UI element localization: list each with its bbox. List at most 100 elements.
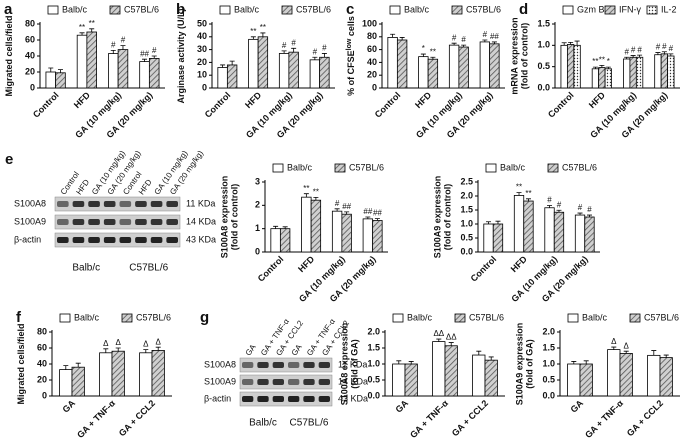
bar	[574, 214, 586, 253]
y-axis-label: % of CFSElow cells	[346, 16, 357, 96]
x-tick-label: GA + CCL2	[450, 398, 490, 438]
bar	[560, 44, 568, 89]
bar	[448, 44, 460, 89]
blot-band	[288, 396, 300, 402]
error-bar	[668, 53, 674, 56]
x-tick-label: GA + TNF-α	[75, 398, 117, 440]
significance-mark: ##	[373, 209, 382, 218]
error-bar	[282, 226, 288, 229]
significance-mark: #	[121, 36, 126, 45]
bar	[492, 223, 504, 253]
blot-group-label: Balb/c	[72, 263, 100, 274]
legend-label: C57BL/6	[136, 312, 171, 322]
x-tick-label: HFD	[243, 90, 264, 111]
bar	[396, 39, 408, 89]
y-axis-label: (fold of control)	[229, 184, 239, 250]
error-bar	[250, 36, 256, 40]
legend-swatch	[454, 313, 466, 323]
error-bar	[89, 28, 95, 32]
bar	[76, 34, 88, 89]
legend-swatch	[629, 313, 641, 323]
y-tick-label: 0.5	[537, 61, 550, 71]
error-bar	[577, 212, 583, 216]
bar	[248, 38, 259, 89]
significance-mark: Δ	[143, 340, 149, 349]
blot-band	[119, 201, 132, 207]
y-tick-label: 10	[197, 70, 207, 80]
bar	[301, 196, 312, 253]
legend-label: Balb/c	[582, 312, 608, 322]
legend-label: C57BL/6	[469, 312, 504, 322]
legend-label: C57BL/6	[296, 4, 331, 14]
blot-band	[103, 237, 116, 243]
blot-group-label: C57BL/6	[290, 418, 329, 429]
significance-mark: #	[483, 30, 488, 39]
error-bar	[630, 55, 636, 58]
blot-size-label: 11 KDa	[186, 198, 215, 208]
x-tick-label: HFD	[413, 90, 434, 111]
x-tick-label: HFD	[296, 254, 317, 275]
y-axis-label: (fold of GA)	[524, 339, 534, 388]
blot-band	[119, 219, 132, 225]
blot-strip	[239, 357, 333, 373]
y-tick-label: 3	[255, 176, 260, 186]
bar	[432, 341, 446, 397]
significance-mark: #	[656, 43, 661, 52]
error-bar	[344, 211, 350, 215]
y-tick-label: 20	[197, 57, 207, 67]
error-bar	[637, 54, 643, 58]
error-bar	[120, 45, 126, 50]
y-tick-label: 60	[367, 44, 377, 54]
error-bar	[260, 32, 266, 37]
blot-band	[150, 219, 163, 225]
blot-band	[257, 396, 269, 402]
bar	[444, 345, 458, 397]
significance-mark: #	[557, 200, 562, 209]
bar	[654, 54, 662, 89]
x-tick-label: GA + CCL2	[117, 398, 157, 438]
blot-band	[135, 201, 147, 207]
blot-band	[103, 219, 116, 225]
blot-band	[88, 201, 100, 207]
bar	[270, 228, 281, 253]
legend-label: IL-2	[661, 4, 677, 14]
significance-mark: **	[599, 55, 605, 64]
legend-label: Balb/c	[500, 162, 526, 172]
significance-mark: **	[303, 184, 309, 193]
bar	[635, 56, 644, 89]
error-bar	[436, 338, 442, 342]
bar	[647, 354, 661, 397]
blot-size-label: 14 KDa	[186, 216, 216, 226]
error-bar	[651, 350, 657, 356]
error-bar	[516, 192, 522, 196]
significance-mark: #	[631, 46, 636, 55]
bar	[584, 216, 595, 253]
error-bar	[303, 193, 309, 198]
y-axis-label: S100A9 expression	[514, 323, 524, 406]
significance-mark: **	[79, 23, 85, 32]
error-bar	[374, 218, 380, 221]
blot-band	[303, 379, 315, 385]
error-bar	[448, 342, 454, 346]
y-tick-label: 80	[25, 18, 35, 28]
legend-label: C57BL/6	[349, 162, 384, 172]
bar	[544, 207, 555, 253]
blot-band	[318, 362, 330, 368]
blot-band	[72, 219, 85, 225]
bar	[623, 58, 631, 89]
error-bar	[592, 66, 598, 69]
significance-mark: #	[461, 35, 466, 44]
bar	[591, 68, 600, 89]
bar	[59, 369, 73, 397]
significance-mark: **	[313, 188, 319, 197]
significance-mark: ##	[363, 207, 372, 216]
blot-band	[242, 362, 254, 368]
blot-band	[272, 362, 284, 368]
error-bar	[547, 205, 553, 208]
error-bar	[312, 56, 318, 60]
error-bar	[623, 350, 629, 354]
x-tick-label: GA + CCL2	[625, 398, 665, 438]
blot-band	[288, 379, 300, 385]
y-tick-label: 1	[255, 223, 260, 233]
